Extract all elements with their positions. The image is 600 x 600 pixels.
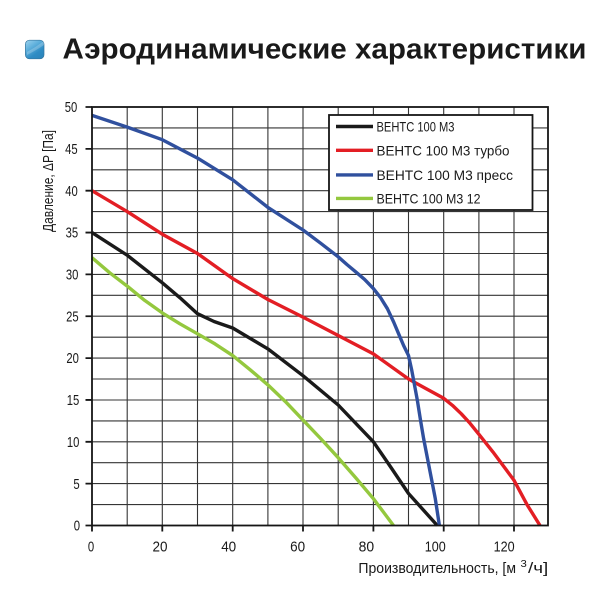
svg-text:40: 40 (221, 539, 236, 556)
svg-text:25: 25 (66, 308, 79, 325)
svg-text:Давление, ΔP [Па]: Давление, ΔP [Па] (41, 130, 57, 232)
svg-text:10: 10 (67, 434, 80, 451)
svg-text:80: 80 (359, 539, 375, 556)
svg-text:20: 20 (66, 350, 79, 367)
svg-text:ВЕНТС 100 М3 12: ВЕНТС 100 М3 12 (377, 192, 481, 207)
svg-text:50: 50 (65, 99, 78, 116)
svg-text:ВЕНТС 100 М3 пресс: ВЕНТС 100 М3 пресс (377, 168, 514, 183)
svg-text:20: 20 (153, 539, 168, 556)
svg-text:30: 30 (66, 267, 79, 284)
svg-text:3: 3 (521, 558, 527, 570)
svg-text:100: 100 (425, 539, 446, 556)
svg-text:15: 15 (67, 392, 80, 409)
svg-text:120: 120 (494, 539, 515, 556)
svg-text:Аэродинамические характеристик: Аэродинамические характеристики (63, 34, 587, 66)
svg-text:/ч]: /ч] (528, 561, 548, 577)
svg-text:5: 5 (73, 476, 79, 493)
svg-text:Производительность, [м: Производительность, [м (358, 561, 516, 577)
svg-text:ВЕНТС 100 М3 турбо: ВЕНТС 100 М3 турбо (377, 144, 510, 159)
svg-text:ВЕНТС 100 М3: ВЕНТС 100 М3 (377, 120, 455, 135)
svg-text:40: 40 (65, 183, 78, 200)
svg-text:0: 0 (74, 517, 80, 534)
svg-text:0: 0 (88, 539, 94, 556)
svg-text:35: 35 (66, 225, 79, 242)
svg-text:60: 60 (290, 539, 305, 556)
svg-text:45: 45 (65, 141, 78, 158)
